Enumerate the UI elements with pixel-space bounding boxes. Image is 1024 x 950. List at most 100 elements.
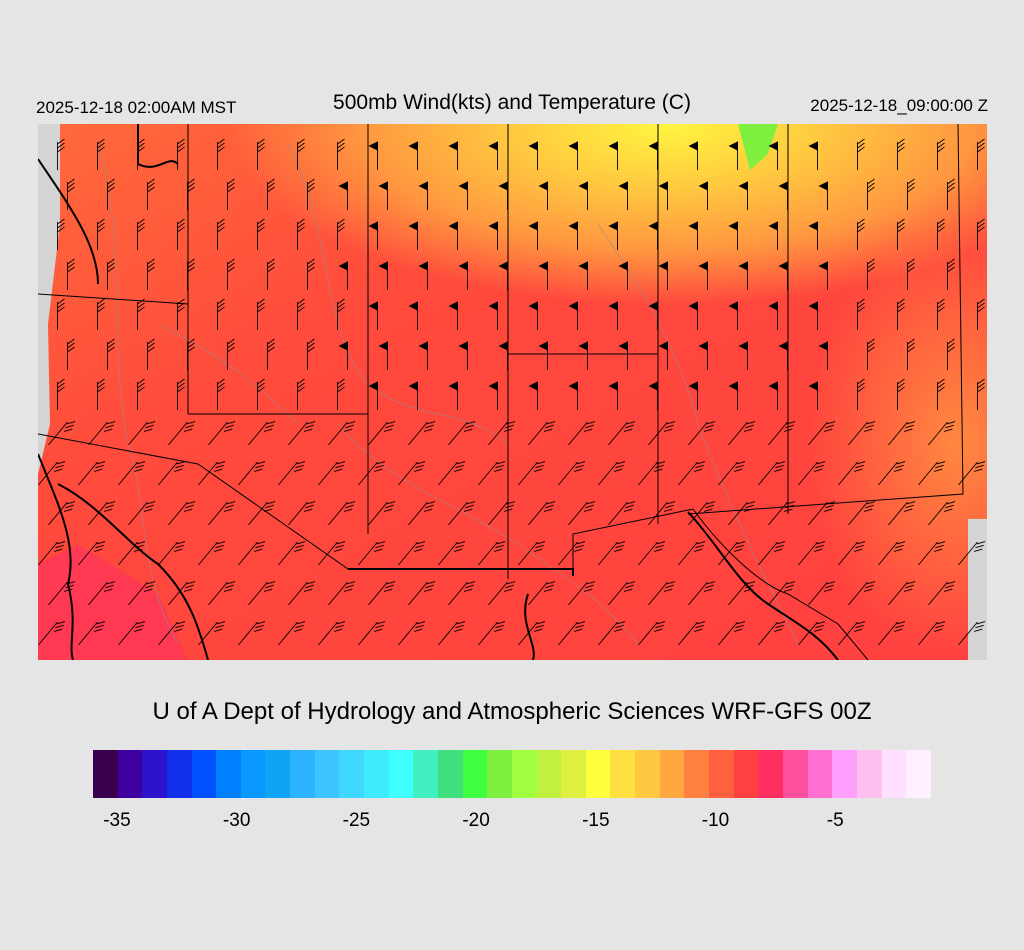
wind-barb-icon (217, 298, 225, 330)
wind-barb-icon (78, 461, 106, 486)
wind-barb-icon (977, 298, 985, 330)
wind-barb-icon (728, 301, 738, 330)
colorbar-swatch (635, 750, 660, 798)
colorbar-swatch (240, 750, 266, 798)
colorbar-tick-label: -10 (701, 810, 730, 831)
wind-barb-icon (918, 621, 946, 646)
colorbar-swatch (191, 750, 217, 798)
colorbar-swatch (610, 750, 636, 798)
colorbar-swatch (536, 750, 562, 798)
wind-barb-icon (227, 178, 235, 210)
wind-barb-icon (107, 338, 115, 370)
wind-barb-icon (698, 181, 708, 210)
wind-barb-icon (297, 298, 305, 330)
international-border (38, 124, 839, 660)
wind-barb-icon (168, 501, 196, 526)
wind-barb-icon (368, 141, 378, 170)
wind-barb-icon (758, 541, 786, 566)
wind-barb-icon (878, 541, 906, 566)
wind-barb-icon (378, 341, 388, 370)
wind-barb-icon (67, 338, 75, 370)
wind-barb-icon (488, 141, 498, 170)
wind-barb-icon (128, 581, 156, 606)
wind-barb-icon (638, 621, 666, 646)
temperature-colorbar (93, 750, 931, 798)
wind-barb-icon (238, 541, 266, 566)
wind-barb-icon (718, 541, 746, 566)
wind-barb-icon (608, 301, 618, 330)
wind-barb-icon (958, 541, 986, 566)
wind-barb-icon (288, 501, 316, 526)
wind-barb-icon (838, 621, 866, 646)
wind-barb-icon (318, 541, 346, 566)
wind-barb-icon (57, 298, 65, 330)
wind-barb-icon (907, 258, 915, 290)
terrain-contours (97, 143, 799, 645)
wind-barb-icon (558, 621, 586, 646)
wind-barb-icon (48, 501, 76, 526)
wind-barb-icon (808, 421, 836, 446)
wind-barb-icon (568, 141, 578, 170)
wind-barb-icon (267, 178, 275, 210)
wind-barb-icon (187, 178, 195, 210)
wind-barb-icon (648, 421, 676, 446)
wind-barb-icon (288, 581, 316, 606)
wind-barb-icon (147, 338, 155, 370)
wind-barb-icon (418, 261, 428, 290)
colorbar-tick-label: -25 (342, 810, 371, 831)
wind-barb-icon (528, 141, 538, 170)
wind-barb-icon (688, 581, 716, 606)
wind-barb-icon (318, 461, 346, 486)
wind-barb-icon (398, 461, 426, 486)
wind-barb-icon (678, 461, 706, 486)
green-patch (738, 124, 778, 170)
map-title: 500mb Wind(kts) and Temperature (C) (333, 91, 691, 114)
wind-barb-icon (937, 378, 945, 410)
wind-barb-icon (137, 298, 145, 330)
wind-barb-icon (688, 141, 698, 170)
wind-barb-icon (728, 221, 738, 250)
colorbar-swatch (733, 750, 759, 798)
wind-barb-icon (368, 221, 378, 250)
wind-barb-icon (808, 581, 836, 606)
wind-barb-icon (498, 341, 508, 370)
wind-barb-icon (398, 541, 426, 566)
wind-barb-icon (448, 581, 476, 606)
wind-barb-icon (848, 421, 876, 446)
wind-barb-icon (598, 541, 626, 566)
wind-barb-icon (878, 461, 906, 486)
colorbar-tick-label: -5 (826, 810, 844, 831)
wind-barb-icon (618, 261, 628, 290)
wind-barb-icon (358, 621, 386, 646)
wind-barb-icon (728, 421, 756, 446)
colorbar-swatch (881, 750, 907, 798)
wind-barb-icon (608, 221, 618, 250)
colorbar-swatch (142, 750, 167, 798)
wind-barb-icon (227, 338, 235, 370)
wind-barb-icon (278, 541, 306, 566)
wind-barb-icon (57, 218, 65, 250)
wind-barb-icon (208, 581, 236, 606)
wind-barb-icon (558, 461, 586, 486)
wind-barb-icon (318, 621, 346, 646)
wind-barb-icon (888, 421, 916, 446)
colorbar-swatch (585, 750, 611, 798)
wind-barb-icon (808, 301, 818, 330)
wind-barb-icon (928, 421, 956, 446)
wind-barb-icon (267, 338, 275, 370)
wind-barb-icon (137, 378, 145, 410)
wind-barb-icon (648, 381, 658, 410)
wind-barb-icon (598, 461, 626, 486)
wind-barb-icon (408, 501, 436, 526)
weather-map (38, 124, 987, 660)
colorbar-swatch (511, 750, 537, 798)
wind-barb-icon (248, 421, 276, 446)
wind-barb-icon (128, 501, 156, 526)
wind-barb-icon (958, 461, 986, 486)
wind-barb-icon (867, 338, 875, 370)
wind-barb-icon (778, 341, 788, 370)
wind-barb-icon (768, 221, 778, 250)
wind-barb-icon (118, 461, 146, 486)
wind-barb-icon (78, 621, 106, 646)
wind-barb-icon (867, 258, 875, 290)
